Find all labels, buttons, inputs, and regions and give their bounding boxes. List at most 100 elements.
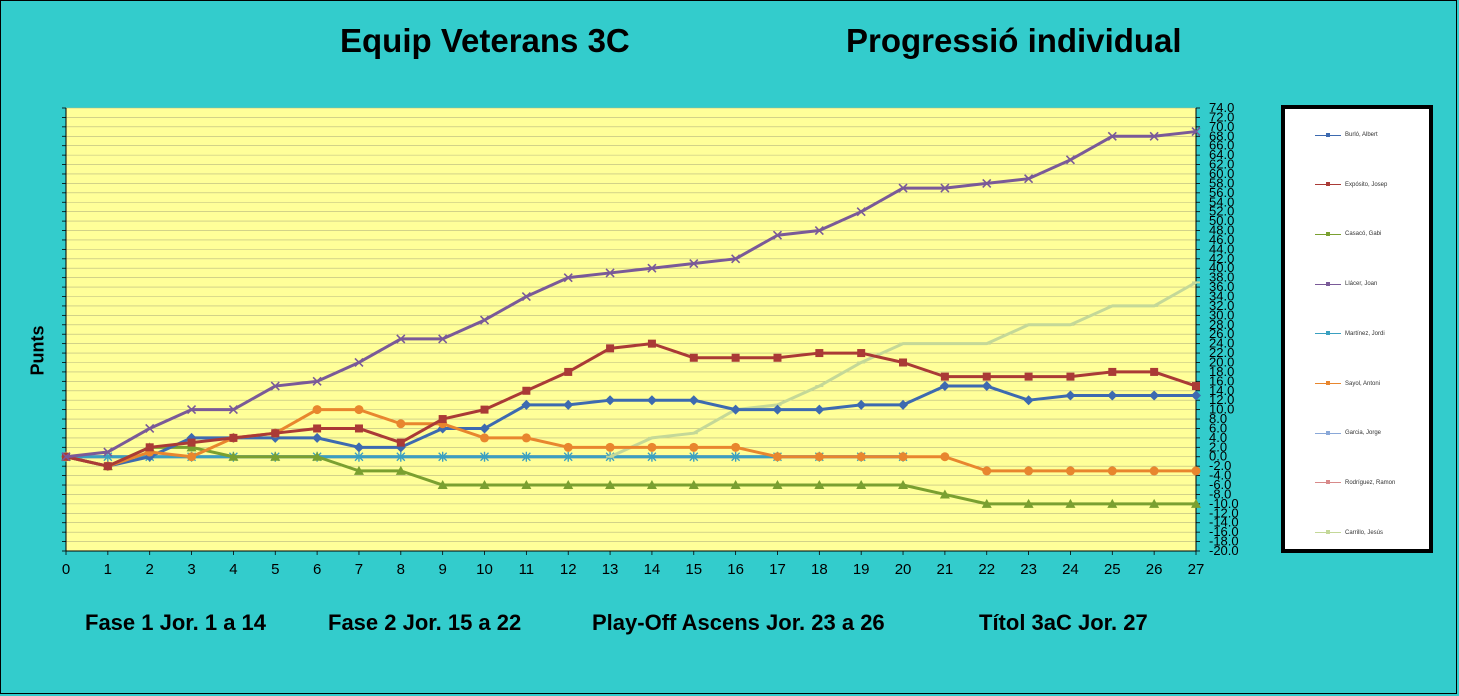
legend-label: Martínez, Jordi — [1345, 330, 1385, 337]
y-tick-label: 24.0 — [1209, 336, 1234, 351]
data-point — [689, 258, 699, 269]
data-point — [815, 349, 824, 358]
data-point — [270, 381, 280, 391]
data-point — [353, 442, 364, 453]
legend-swatch — [1315, 182, 1341, 187]
x-tick-label: 3 — [187, 561, 195, 578]
legend-swatch — [1315, 530, 1341, 535]
data-point — [1149, 466, 1159, 476]
data-point — [479, 315, 490, 325]
phase-label-3: Play-Off Ascens Jor. 23 a 26 — [592, 610, 885, 635]
data-point — [898, 480, 909, 490]
data-point — [1024, 174, 1034, 184]
data-point — [521, 480, 532, 490]
data-point — [61, 452, 71, 462]
data-point — [982, 372, 991, 381]
data-point — [940, 452, 950, 462]
y-tick-label: -12.0 — [1209, 505, 1239, 520]
data-point — [688, 395, 699, 406]
legend-swatch — [1315, 281, 1341, 286]
data-point — [772, 480, 783, 490]
data-point — [354, 451, 364, 462]
x-tick-label: 9 — [438, 561, 446, 578]
legend-swatch — [1315, 231, 1341, 236]
legend-swatch — [1315, 132, 1341, 137]
data-point — [1192, 382, 1200, 391]
data-point — [1065, 390, 1076, 401]
x-tick-label: 5 — [271, 561, 279, 578]
data-point — [605, 395, 616, 406]
y-tick-label: 22.0 — [1209, 345, 1234, 360]
y-tick-label: 20.0 — [1209, 354, 1234, 369]
data-point — [731, 254, 741, 264]
data-point — [814, 480, 825, 490]
data-point — [1149, 498, 1160, 508]
data-point — [898, 399, 909, 410]
data-point — [689, 442, 699, 452]
y-tick-label: 12.0 — [1209, 392, 1234, 407]
series-line — [65, 342, 1197, 468]
data-point — [898, 183, 908, 193]
y-tick-label: -18.0 — [1209, 534, 1239, 549]
data-point — [396, 334, 406, 344]
legend-item: Casacó, Gabi — [1315, 228, 1381, 240]
data-point — [563, 451, 573, 462]
data-point — [856, 207, 866, 217]
x-tick-label: 0 — [62, 561, 70, 578]
phase-label-4: Títol 3aC Jor. 27 — [979, 610, 1148, 635]
data-point — [480, 451, 489, 462]
data-point — [186, 442, 197, 452]
y-tick-label: 52.0 — [1209, 204, 1234, 219]
series-lines — [61, 126, 1201, 508]
legend-item: Expósito, Josep — [1315, 179, 1387, 191]
data-point — [730, 404, 741, 415]
data-point — [438, 451, 448, 462]
data-point — [647, 339, 656, 348]
legend-label: Llácer, Joan — [1345, 281, 1378, 288]
data-point — [521, 291, 531, 302]
legend-label: Carrillo, Jesús — [1345, 529, 1384, 536]
data-point — [772, 230, 783, 240]
data-point — [1107, 131, 1117, 141]
legend-item: Llácer, Joan — [1315, 278, 1377, 290]
phase-label-2: Fase 2 Jor. 15 a 22 — [328, 610, 522, 635]
legend-item: Sayol, Antoni — [1315, 378, 1380, 390]
y-tick-label: 70.0 — [1209, 119, 1234, 134]
data-point — [1023, 498, 1034, 508]
y-tick-label: 34.0 — [1209, 289, 1234, 304]
data-point — [1191, 126, 1201, 137]
data-point — [103, 462, 112, 471]
data-point — [396, 438, 405, 447]
series-line — [65, 384, 1196, 468]
data-point — [312, 451, 323, 461]
legend-label: Burló, Albert — [1345, 132, 1378, 138]
data-point — [1107, 498, 1118, 508]
y-tick-label: 0.0 — [1209, 449, 1227, 464]
data-point — [229, 433, 238, 442]
x-tick-label: 8 — [397, 561, 405, 578]
y-tick-label: 26.0 — [1209, 326, 1234, 341]
data-point — [480, 433, 490, 443]
data-point — [395, 465, 406, 475]
progress-title: Progressió individual — [846, 22, 1182, 59]
x-tick-label: 1 — [104, 561, 112, 578]
phase-label-1: Fase 1 Jor. 1 a 14 — [85, 610, 267, 635]
y-tick-label: 14.0 — [1209, 383, 1234, 398]
data-point — [564, 367, 573, 376]
data-point — [312, 376, 322, 386]
data-point — [898, 452, 908, 462]
data-point — [353, 465, 364, 475]
y-tick-label: 38.0 — [1209, 270, 1234, 285]
legend-item: Garcia, Jorge — [1315, 427, 1381, 439]
data-point — [145, 423, 155, 434]
x-tick-label: 16 — [727, 561, 744, 578]
y-tick-label: 30.0 — [1209, 307, 1234, 322]
data-point — [145, 443, 154, 452]
legend-label: Sayol, Antoni — [1345, 380, 1381, 387]
y-tick-label: 2.0 — [1209, 439, 1227, 454]
data-point — [606, 344, 615, 353]
data-point — [437, 480, 448, 490]
y-tick-label: 42.0 — [1209, 251, 1234, 266]
y-tick-label: 68.0 — [1209, 128, 1234, 143]
